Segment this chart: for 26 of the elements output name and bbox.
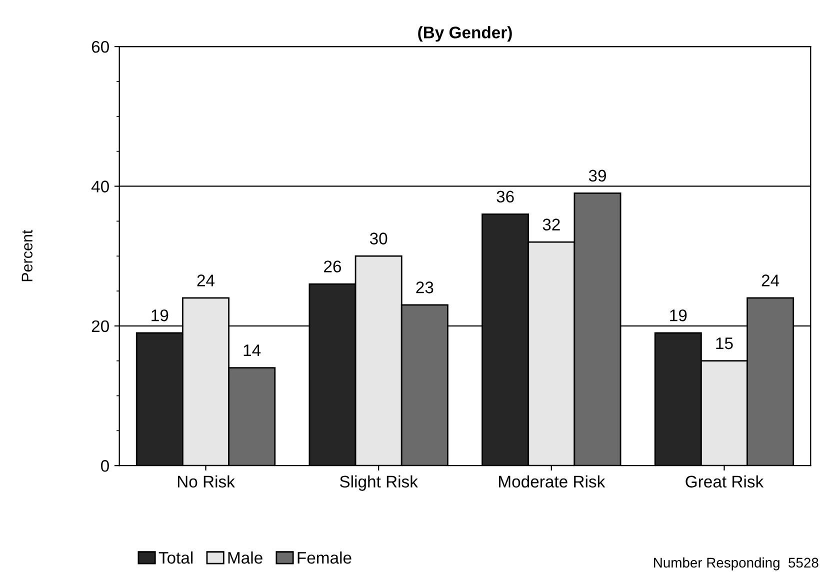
legend-label: Total bbox=[158, 551, 193, 564]
x-tick-label: Moderate Risk bbox=[499, 475, 606, 488]
data-label: 26 bbox=[324, 260, 342, 272]
legend-label: Female bbox=[298, 551, 352, 564]
y-axis-title: Percent bbox=[22, 230, 32, 282]
legend-label: Male bbox=[228, 551, 262, 564]
data-label: 30 bbox=[370, 232, 388, 244]
data-label: 39 bbox=[588, 170, 606, 182]
y-tick-label: 0 bbox=[100, 460, 109, 472]
x-tick-label: Great Risk bbox=[686, 475, 764, 488]
data-label: 19 bbox=[670, 309, 687, 322]
y-tick-label: 20 bbox=[92, 320, 109, 332]
x-tick-label: No Risk bbox=[178, 475, 235, 488]
data-label: 19 bbox=[152, 309, 168, 322]
data-label: 23 bbox=[416, 282, 434, 294]
y-tick-label: 60 bbox=[92, 40, 109, 53]
data-label: 15 bbox=[716, 338, 733, 350]
data-label: 36 bbox=[496, 190, 514, 203]
data-label: 32 bbox=[542, 218, 560, 230]
y-tick-label: 40 bbox=[91, 180, 109, 192]
data-label: 24 bbox=[762, 274, 780, 286]
chart-title: (By Gender) bbox=[418, 26, 512, 42]
data-label: 14 bbox=[244, 344, 261, 356]
text: Number Responding 5528 bbox=[654, 557, 818, 570]
data-label: 24 bbox=[197, 274, 215, 286]
x-tick-label: Slight Risk bbox=[340, 475, 418, 491]
